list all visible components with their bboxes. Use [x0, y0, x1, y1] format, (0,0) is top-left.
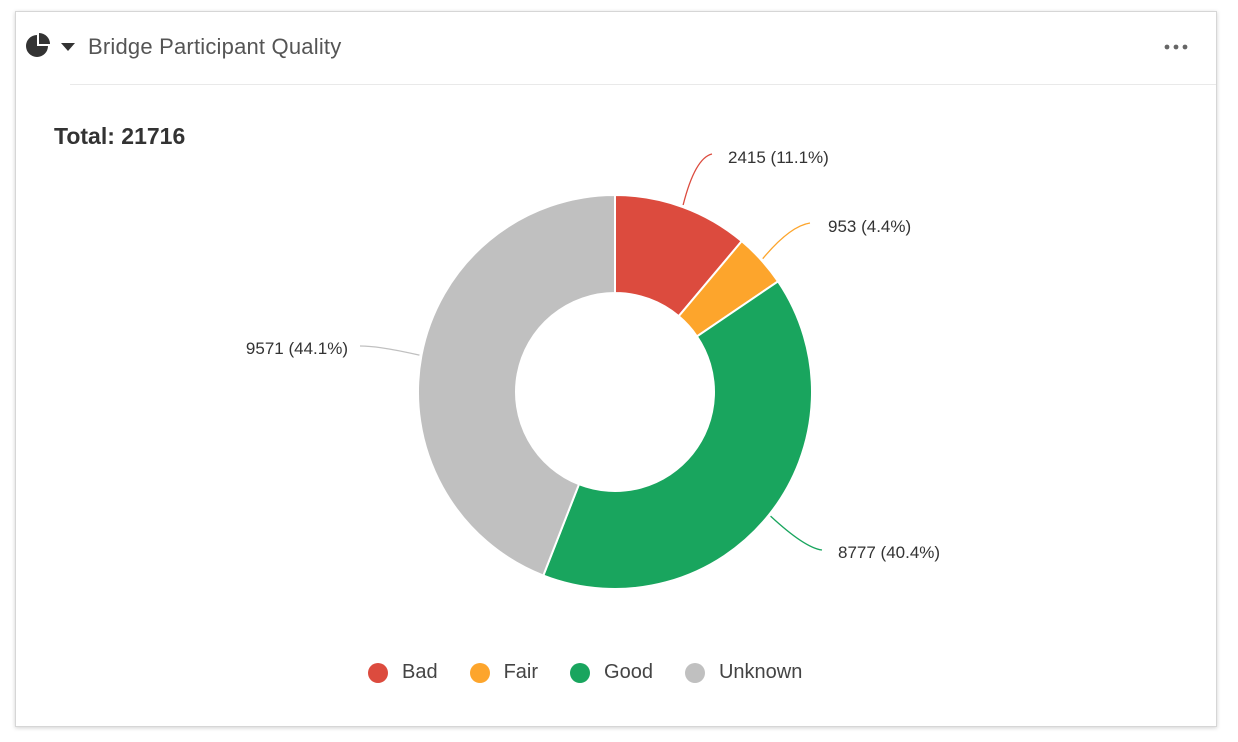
legend-swatch — [570, 662, 591, 683]
legend-item-unknown[interactable]: Unknown — [684, 661, 803, 684]
connector-unknown — [359, 345, 420, 356]
connector-good — [770, 515, 823, 551]
data-label-unknown: 9571 (44.1%) — [246, 339, 348, 358]
slice-unknown[interactable] — [417, 193, 616, 577]
pie-chart-icon[interactable] — [24, 32, 52, 60]
header-divider — [70, 84, 1216, 85]
legend-swatch — [469, 662, 490, 683]
legend-label: Good — [604, 661, 653, 683]
more-horizontal-icon[interactable] — [1156, 34, 1196, 60]
legend-swatch — [684, 662, 705, 683]
slice-good[interactable] — [542, 279, 813, 590]
data-label-fair: 953 (4.4%) — [828, 217, 911, 236]
connector-fair — [762, 222, 811, 260]
legend-label: Unknown — [718, 661, 803, 683]
data-label-bad: 2415 (11.1%) — [728, 148, 829, 167]
legend-item-good[interactable]: Good — [570, 661, 653, 684]
card-header: Bridge Participant Quality — [16, 12, 1216, 84]
legend-label: Fair — [503, 661, 539, 683]
legend-label: Bad — [402, 661, 438, 683]
chart-legend: Bad Fair Good Unknown — [368, 661, 834, 684]
legend-swatch — [368, 662, 388, 683]
legend-item-bad[interactable]: Bad — [368, 661, 438, 684]
legend-item-fair[interactable]: Fair — [469, 661, 539, 684]
card-title: Bridge Participant Quality — [88, 34, 342, 59]
chart-card: Bridge Participant Quality — [15, 11, 1217, 727]
total-count: Total: 21716 — [54, 123, 186, 149]
connector-bad — [682, 153, 713, 206]
caret-down-icon[interactable] — [60, 42, 76, 52]
data-label-good: 8777 (40.4%) — [838, 543, 940, 562]
